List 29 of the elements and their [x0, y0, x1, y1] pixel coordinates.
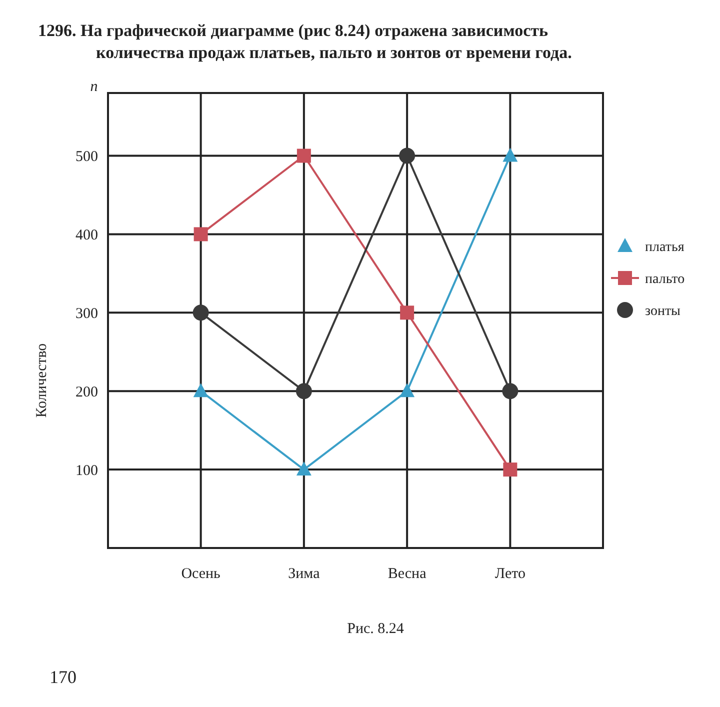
point [399, 148, 416, 164]
x-tick-label: Лето [494, 566, 526, 582]
text: Рис. 8.24 [347, 621, 404, 637]
text: 170 [50, 667, 76, 687]
point [400, 306, 414, 320]
point [194, 227, 208, 242]
point [296, 383, 312, 400]
y-tick-label: 500 [76, 149, 98, 166]
legend-label: зонты [645, 304, 682, 319]
y-tick-label: 200 [76, 384, 98, 400]
y-tick-label: 300 [76, 306, 98, 322]
legend-label: пальто [645, 272, 685, 287]
point [502, 383, 518, 400]
point [400, 383, 415, 398]
y-tick-label: 100 [76, 462, 98, 479]
point [502, 148, 518, 162]
y-tick-label: 400 [76, 227, 98, 244]
x-tick-label: Зима [288, 566, 320, 582]
point [192, 304, 209, 321]
point [503, 462, 518, 477]
x-tick-label: Осень [181, 566, 221, 582]
y-axis-title: Количество [34, 343, 50, 418]
chart-title: 1296. На графической диаграмме (рис 8.24) отражена зависимость количества продаж платьев, пальто и зонтов от времени года. [38, 21, 572, 62]
point [193, 383, 208, 398]
point [296, 148, 311, 163]
x-tick-label: Весна [388, 566, 427, 582]
text: n [90, 79, 98, 95]
legend-label: платья [645, 240, 685, 255]
point [296, 462, 312, 476]
